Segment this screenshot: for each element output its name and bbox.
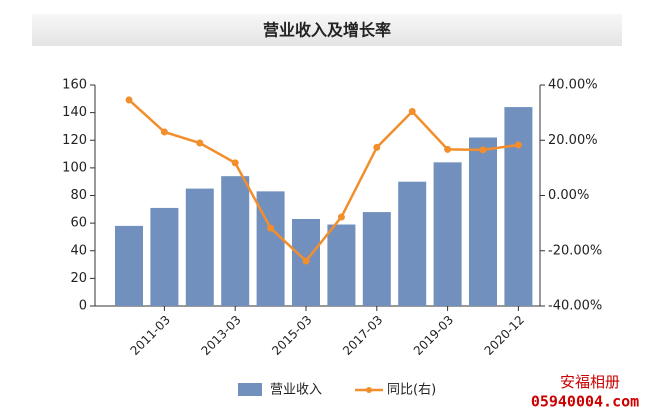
x-tick-label: 2017-03 <box>340 313 385 358</box>
legend-label: 同比(右) <box>387 383 436 398</box>
y-tick-label: 160 <box>62 78 87 93</box>
y2-tick-label: -20.00% <box>548 243 602 258</box>
line-point <box>373 143 381 151</box>
bar <box>185 188 214 306</box>
line-point <box>160 128 168 136</box>
y-tick-label: 20 <box>70 271 87 286</box>
bar <box>115 225 143 306</box>
line-point <box>479 146 487 154</box>
x-tick-label: 2013-03 <box>198 313 243 358</box>
line-point <box>196 139 204 147</box>
bar <box>362 212 391 306</box>
y-tick-label: 0 <box>79 299 87 314</box>
bar <box>469 137 497 306</box>
y2-tick-label: 40.00% <box>548 78 598 93</box>
line-point <box>337 213 345 221</box>
line-point <box>125 96 133 104</box>
watermark: 05940004.com <box>531 393 639 411</box>
y-tick-label: 140 <box>62 105 87 120</box>
y-tick-label: 60 <box>70 216 87 231</box>
y-tick-label: 100 <box>62 160 87 175</box>
bar <box>221 176 250 306</box>
bar <box>398 181 427 306</box>
bar <box>433 162 462 306</box>
x-tick-label: 2019-03 <box>411 313 456 358</box>
line-point <box>302 257 310 265</box>
chart-title: 营业收入及增长率 <box>263 21 391 40</box>
legend-swatch <box>238 383 262 396</box>
line-point <box>231 159 239 167</box>
y-tick-label: 40 <box>70 243 87 258</box>
line <box>128 98 519 263</box>
y-tick-label: 80 <box>70 188 87 203</box>
line-point <box>267 224 275 232</box>
line-point <box>514 141 522 149</box>
y2-tick-label: 0.00% <box>548 188 589 203</box>
bar <box>504 107 533 306</box>
y2-tick-label: -40.00% <box>548 299 602 314</box>
watermark: 安福相册 <box>560 373 620 391</box>
bar <box>150 207 179 306</box>
title-bar <box>32 14 622 46</box>
legend-swatch <box>366 387 372 393</box>
x-tick-label: 2011-03 <box>128 313 173 358</box>
line-point <box>408 108 416 116</box>
y2-tick-label: 20.00% <box>548 133 598 148</box>
y-tick-label: 120 <box>62 133 87 148</box>
x-tick-label: 2015-03 <box>269 313 314 358</box>
line-point <box>444 145 452 153</box>
bar <box>327 224 356 306</box>
legend-label: 营业收入 <box>270 383 322 398</box>
x-tick-label: 2020-12 <box>482 313 527 358</box>
